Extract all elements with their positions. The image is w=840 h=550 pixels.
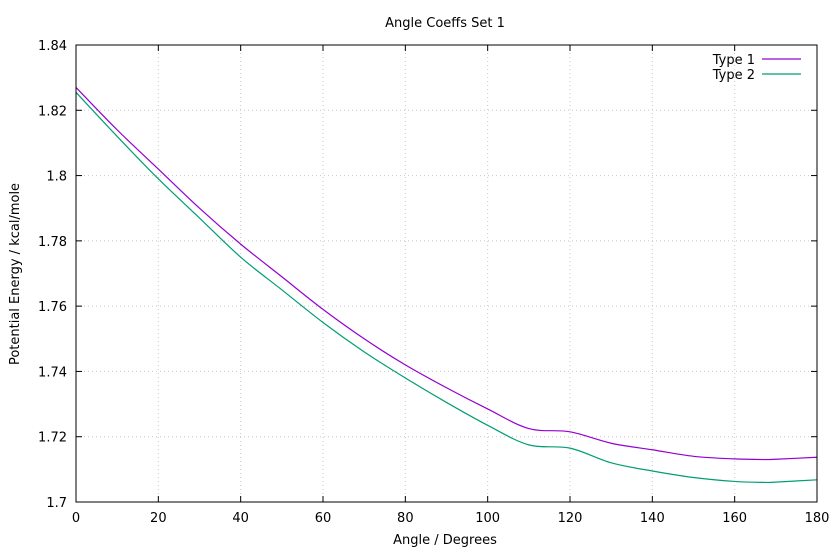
x-tick-label: 60 xyxy=(315,511,332,526)
legend-label-type-2: Type 2 xyxy=(712,68,755,83)
series-line-type-2 xyxy=(75,91,818,484)
ticks xyxy=(75,44,818,503)
x-tick-label: 140 xyxy=(640,511,665,526)
chart-title: Angle Coeffs Set 1 xyxy=(385,16,505,31)
y-tick-label: 1.8 xyxy=(46,170,67,185)
x-tick-label: 20 xyxy=(150,511,167,526)
y-tick-label: 1.7 xyxy=(46,496,67,511)
x-tick-label: 100 xyxy=(475,511,500,526)
y-tick-label: 1.82 xyxy=(38,104,67,119)
y-axis-title: Potential Energy / kcal/mole xyxy=(8,183,23,365)
x-tick-label: 160 xyxy=(722,511,747,526)
y-tick-label: 1.74 xyxy=(38,365,67,380)
x-tick-label: 0 xyxy=(72,511,80,526)
plot-frame xyxy=(75,44,818,503)
x-tick-label: 120 xyxy=(558,511,583,526)
x-tick-label: 40 xyxy=(232,511,249,526)
x-tick-label: 180 xyxy=(805,511,830,526)
x-tick-label: 80 xyxy=(397,511,414,526)
y-tick-label: 1.84 xyxy=(38,39,67,54)
series-line-type-1 xyxy=(75,87,818,461)
tick-labels: 0 20 40 60 80 100 120 140 160 180 1.7 1.72 1.74 1.76 1… xyxy=(38,39,829,526)
y-tick-label: 1.72 xyxy=(38,431,67,446)
legend-label-type-1: Type 1 xyxy=(712,53,755,68)
y-tick-label: 1.76 xyxy=(38,300,67,315)
series-layer xyxy=(75,87,818,484)
grid xyxy=(76,45,817,502)
legend: Type 1 Type 2 xyxy=(712,53,801,83)
y-tick-label: 1.78 xyxy=(38,235,67,250)
x-axis-title: Angle / Degrees xyxy=(393,533,497,548)
